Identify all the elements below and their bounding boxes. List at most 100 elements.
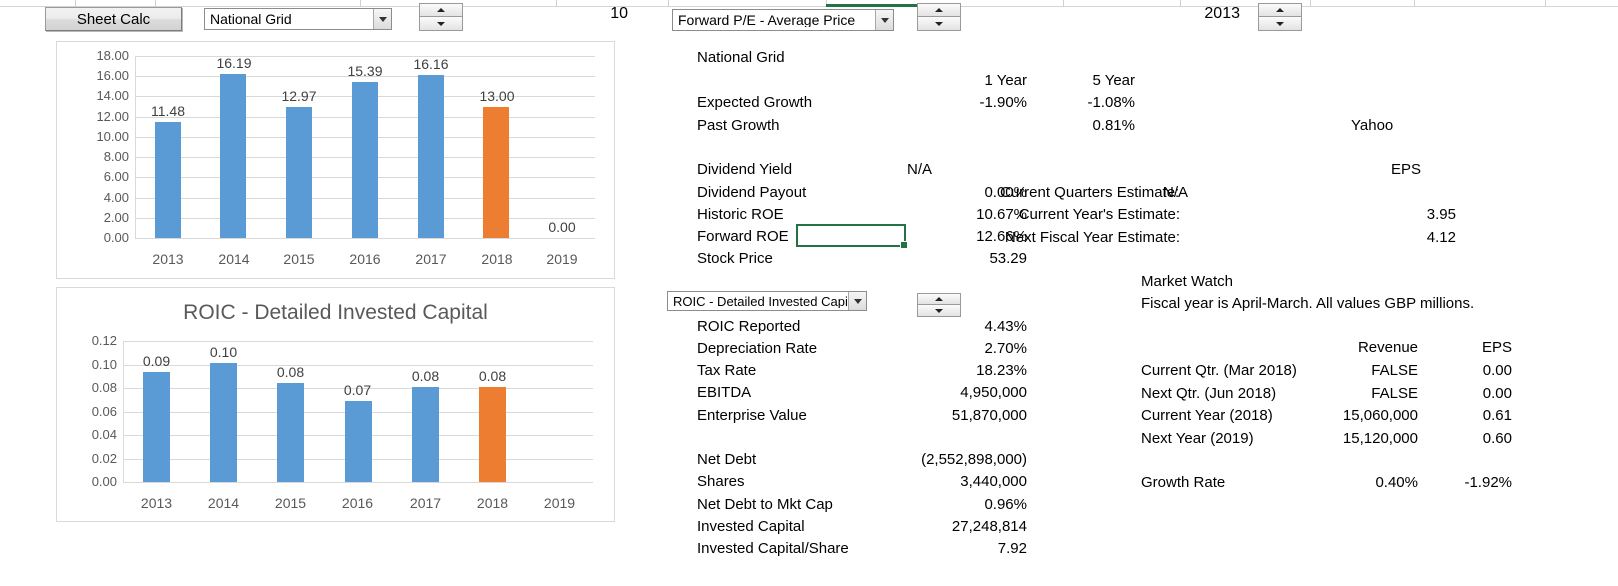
tax-rate-value: 18.23% xyxy=(976,362,1027,379)
invested-capital-value: 27,248,814 xyxy=(951,518,1027,535)
row-label-stock-price: Stock Price xyxy=(697,250,773,267)
grid-column-divider xyxy=(826,0,827,7)
current-qtr-eps: 0.00 xyxy=(1482,362,1512,379)
chart-gridline xyxy=(135,76,595,77)
chart-bar[interactable] xyxy=(479,387,506,482)
spinner-up-icon[interactable] xyxy=(419,3,463,17)
current-quarters-estimate-value: N/A xyxy=(1163,184,1189,201)
chevron-down-icon[interactable] xyxy=(373,9,391,29)
chevron-down-icon[interactable] xyxy=(848,292,866,310)
valuation-company-name: National Grid xyxy=(697,49,785,66)
chart-y-axis-tick: 0.12 xyxy=(91,333,117,348)
next-qtr-revenue: FALSE xyxy=(1371,385,1418,402)
spinner-up-icon[interactable] xyxy=(917,3,961,17)
chart-x-axis-tick: 2019 xyxy=(546,251,578,267)
next-year-revenue: 15,120,000 xyxy=(1342,430,1418,447)
company-selector-dropdown[interactable]: National Grid xyxy=(204,8,392,30)
chart-x-axis-tick: 2014 xyxy=(207,495,240,511)
current-qtr-revenue: FALSE xyxy=(1371,362,1418,379)
next-qtr-eps: 0.00 xyxy=(1482,385,1512,402)
row-label-current-year: Current Year (2018) xyxy=(1141,407,1273,424)
company-index-spinner[interactable] xyxy=(419,3,463,31)
row-label-next-fiscal-year-estimate: Next Fiscal Year Estimate: xyxy=(1004,229,1180,246)
enterprise-value-value: 51,870,000 xyxy=(951,407,1027,424)
spinner-down-icon[interactable] xyxy=(1258,17,1302,31)
chart-bar[interactable] xyxy=(352,82,378,238)
active-cell-selection-forward-roe[interactable] xyxy=(796,224,908,249)
chart-x-axis-tick: 2014 xyxy=(218,251,250,267)
row-label-tax-rate: Tax Rate xyxy=(697,362,757,379)
year-spinner[interactable] xyxy=(1258,3,1302,31)
dividend-yield-value: N/A xyxy=(907,161,933,178)
spinner-down-icon[interactable] xyxy=(917,305,961,317)
chart-bar[interactable] xyxy=(220,74,246,238)
grid-column-divider xyxy=(556,0,557,7)
grid-column-divider xyxy=(155,0,156,7)
chart-gridline xyxy=(123,482,593,483)
chart-data-label: 15.39 xyxy=(347,63,383,79)
chart-bar[interactable] xyxy=(143,372,170,482)
chart-bar[interactable] xyxy=(210,363,237,482)
current-years-estimate-value: 3.95 xyxy=(1426,206,1456,223)
chart-y-axis-tick: 4.00 xyxy=(103,190,129,205)
yahoo-source-label: Yahoo xyxy=(1351,117,1394,134)
grid-column-divider xyxy=(1545,0,1546,7)
chart-bar[interactable] xyxy=(345,401,372,482)
row-label-next-year: Next Year (2019) xyxy=(1141,430,1254,447)
roic-selector-dropdown[interactable]: ROIC - Detailed Invested Capital xyxy=(667,291,867,311)
grid-column-divider xyxy=(1180,0,1181,7)
depreciation-rate-value: 2.70% xyxy=(984,340,1027,357)
metric-index-spinner[interactable] xyxy=(917,3,961,31)
chart-bar[interactable] xyxy=(418,75,444,238)
chart-y-axis-tick: 0.08 xyxy=(91,380,117,395)
chart-data-label: 16.19 xyxy=(216,55,252,71)
spinner-down-icon[interactable] xyxy=(419,17,463,31)
spinner-down-icon[interactable] xyxy=(917,17,961,31)
column-header-1year: 1 Year xyxy=(984,72,1027,89)
chart-bar[interactable] xyxy=(483,107,509,238)
chart-x-axis-tick: 2017 xyxy=(415,251,447,267)
grid-column-divider xyxy=(668,0,669,7)
chart-gridline xyxy=(135,238,595,239)
chart-roic[interactable]: ROIC - Detailed Invested Capital 0.00 0.0… xyxy=(56,287,615,522)
chart-forward-pe[interactable]: 0.00 2.00 4.00 6.00 8.00 10.00 12.00 14.00 16.00… xyxy=(56,41,615,279)
year-value-cell: 2013 xyxy=(1204,5,1240,22)
chart-data-label: 0.07 xyxy=(343,382,372,398)
marketwatch-note: Fiscal year is April-March. All values G… xyxy=(1141,295,1475,312)
chart-bar[interactable] xyxy=(412,387,439,482)
current-year-eps: 0.61 xyxy=(1482,407,1512,424)
net-debt-value: (2,552,898,000) xyxy=(921,451,1027,468)
chart-bar[interactable] xyxy=(277,383,304,482)
sheet-calc-button[interactable]: Sheet Calc xyxy=(45,7,182,31)
grid-column-divider xyxy=(75,0,76,7)
spinner-up-icon[interactable] xyxy=(1258,3,1302,17)
chart-gridline xyxy=(123,341,593,342)
chart-roic-plot-area: 0.00 0.02 0.04 0.06 0.08 0.10 0.12 0.09 2013 0.10… xyxy=(92,334,593,510)
marketwatch-source-label: Market Watch xyxy=(1141,273,1233,290)
roic-index-spinner[interactable] xyxy=(917,293,961,317)
chart-forward-pe-plot-area: 0.00 2.00 4.00 6.00 8.00 10.00 12.00 14.00 16.00… xyxy=(96,49,595,266)
chart-y-axis-tick: 14.00 xyxy=(96,88,129,103)
chart-y-axis-tick: 10.00 xyxy=(96,129,129,144)
chart-y-axis-tick: 2.00 xyxy=(103,210,129,225)
chart-y-axis-tick: 18.00 xyxy=(96,48,129,63)
net-debt-to-mkt-cap-value: 0.96% xyxy=(984,496,1027,513)
roic-selector-value: ROIC - Detailed Invested Capital xyxy=(673,294,848,308)
chart-x-axis-tick: 2015 xyxy=(283,251,315,267)
expected-growth-1year: -1.90% xyxy=(979,94,1027,111)
spinner-up-icon[interactable] xyxy=(917,293,961,305)
chart-bar[interactable] xyxy=(286,107,312,238)
row-label-roic-reported: ROIC Reported xyxy=(697,318,801,335)
chart-x-axis-tick: 2018 xyxy=(481,251,513,267)
grid-column-divider xyxy=(1063,0,1064,7)
row-label-current-years-estimate: Current Year's Estimate: xyxy=(1018,206,1180,223)
chart-y-axis-tick: 12.00 xyxy=(96,109,129,124)
chevron-down-icon[interactable] xyxy=(875,10,893,30)
chart-y-axis-tick: 16.00 xyxy=(96,68,129,83)
chart-x-axis-tick: 2015 xyxy=(274,495,307,511)
row-label-net-debt-to-mkt-cap: Net Debt to Mkt Cap xyxy=(697,496,833,513)
metric-selector-dropdown[interactable]: Forward P/E - Average Price xyxy=(672,9,894,31)
next-year-eps: 0.60 xyxy=(1482,430,1512,447)
historic-roe-value: 10.67% xyxy=(976,206,1027,223)
chart-bar[interactable] xyxy=(155,122,181,238)
